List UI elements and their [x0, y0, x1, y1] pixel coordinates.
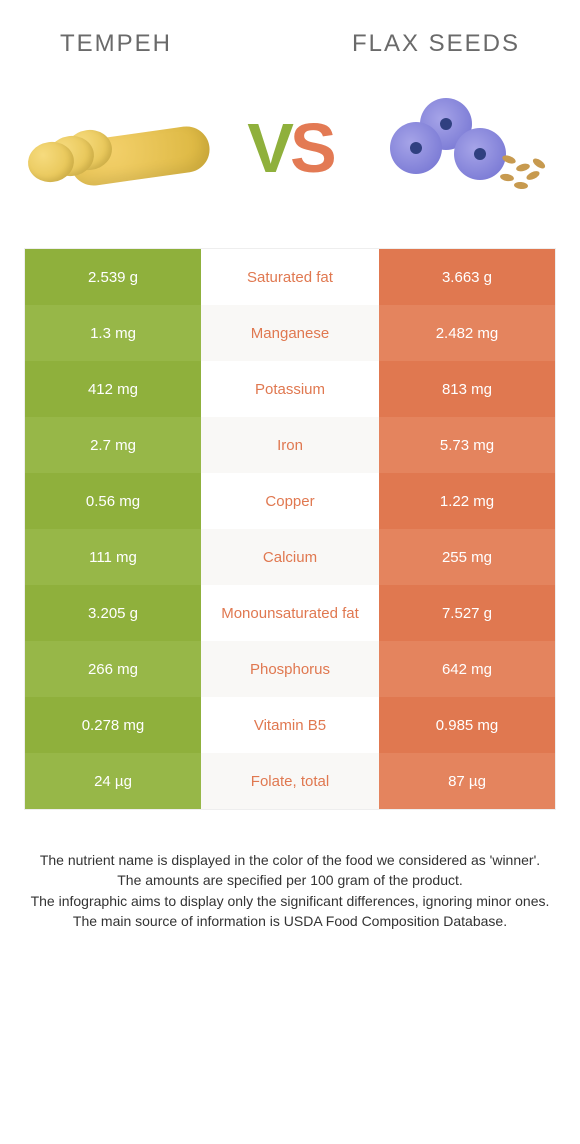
table-row: 266 mgPhosphorus642 mg: [25, 641, 555, 697]
left-value: 2.539 g: [25, 249, 201, 305]
vs-v: V: [247, 108, 290, 188]
footer-line: The main source of information is USDA F…: [28, 911, 552, 931]
table-row: 3.205 gMonounsaturated fat7.527 g: [25, 585, 555, 641]
left-food-image: [20, 78, 220, 218]
left-value: 111 mg: [25, 529, 201, 585]
table-row: 412 mgPotassium813 mg: [25, 361, 555, 417]
left-value: 0.278 mg: [25, 697, 201, 753]
vs-s: S: [290, 108, 333, 188]
left-value: 412 mg: [25, 361, 201, 417]
right-value: 813 mg: [379, 361, 555, 417]
right-value: 2.482 mg: [379, 305, 555, 361]
table-row: 0.56 mgCopper1.22 mg: [25, 473, 555, 529]
table-row: 1.3 mgManganese2.482 mg: [25, 305, 555, 361]
footer-line: The nutrient name is displayed in the co…: [28, 850, 552, 870]
nutrient-label: Folate, total: [201, 753, 379, 809]
left-value: 266 mg: [25, 641, 201, 697]
left-value: 1.3 mg: [25, 305, 201, 361]
table-row: 111 mgCalcium255 mg: [25, 529, 555, 585]
nutrient-label: Vitamin B5: [201, 697, 379, 753]
nutrient-label: Calcium: [201, 529, 379, 585]
left-value: 24 µg: [25, 753, 201, 809]
hero: V S: [0, 68, 580, 248]
footer-line: The infographic aims to display only the…: [28, 891, 552, 911]
footer-notes: The nutrient name is displayed in the co…: [0, 810, 580, 931]
nutrient-label: Monounsaturated fat: [201, 585, 379, 641]
left-value: 2.7 mg: [25, 417, 201, 473]
right-food-name: Flax seeds: [352, 30, 520, 58]
right-value: 5.73 mg: [379, 417, 555, 473]
right-value: 7.527 g: [379, 585, 555, 641]
right-food-image: [360, 78, 560, 218]
vs-label: V S: [247, 108, 332, 188]
left-value: 0.56 mg: [25, 473, 201, 529]
table-row: 2.7 mgIron5.73 mg: [25, 417, 555, 473]
right-value: 1.22 mg: [379, 473, 555, 529]
table-row: 24 µgFolate, total87 µg: [25, 753, 555, 809]
table-row: 0.278 mgVitamin B50.985 mg: [25, 697, 555, 753]
nutrient-label: Manganese: [201, 305, 379, 361]
nutrient-label: Phosphorus: [201, 641, 379, 697]
nutrient-label: Saturated fat: [201, 249, 379, 305]
comparison-table: 2.539 gSaturated fat3.663 g1.3 mgMangane…: [24, 248, 556, 810]
nutrient-label: Copper: [201, 473, 379, 529]
header: Tempeh Flax seeds: [0, 0, 580, 68]
footer-line: The amounts are specified per 100 gram o…: [28, 870, 552, 890]
right-value: 0.985 mg: [379, 697, 555, 753]
nutrient-label: Iron: [201, 417, 379, 473]
left-value: 3.205 g: [25, 585, 201, 641]
nutrient-label: Potassium: [201, 361, 379, 417]
left-food-name: Tempeh: [60, 30, 172, 58]
right-value: 255 mg: [379, 529, 555, 585]
table-row: 2.539 gSaturated fat3.663 g: [25, 249, 555, 305]
right-value: 642 mg: [379, 641, 555, 697]
right-value: 87 µg: [379, 753, 555, 809]
right-value: 3.663 g: [379, 249, 555, 305]
